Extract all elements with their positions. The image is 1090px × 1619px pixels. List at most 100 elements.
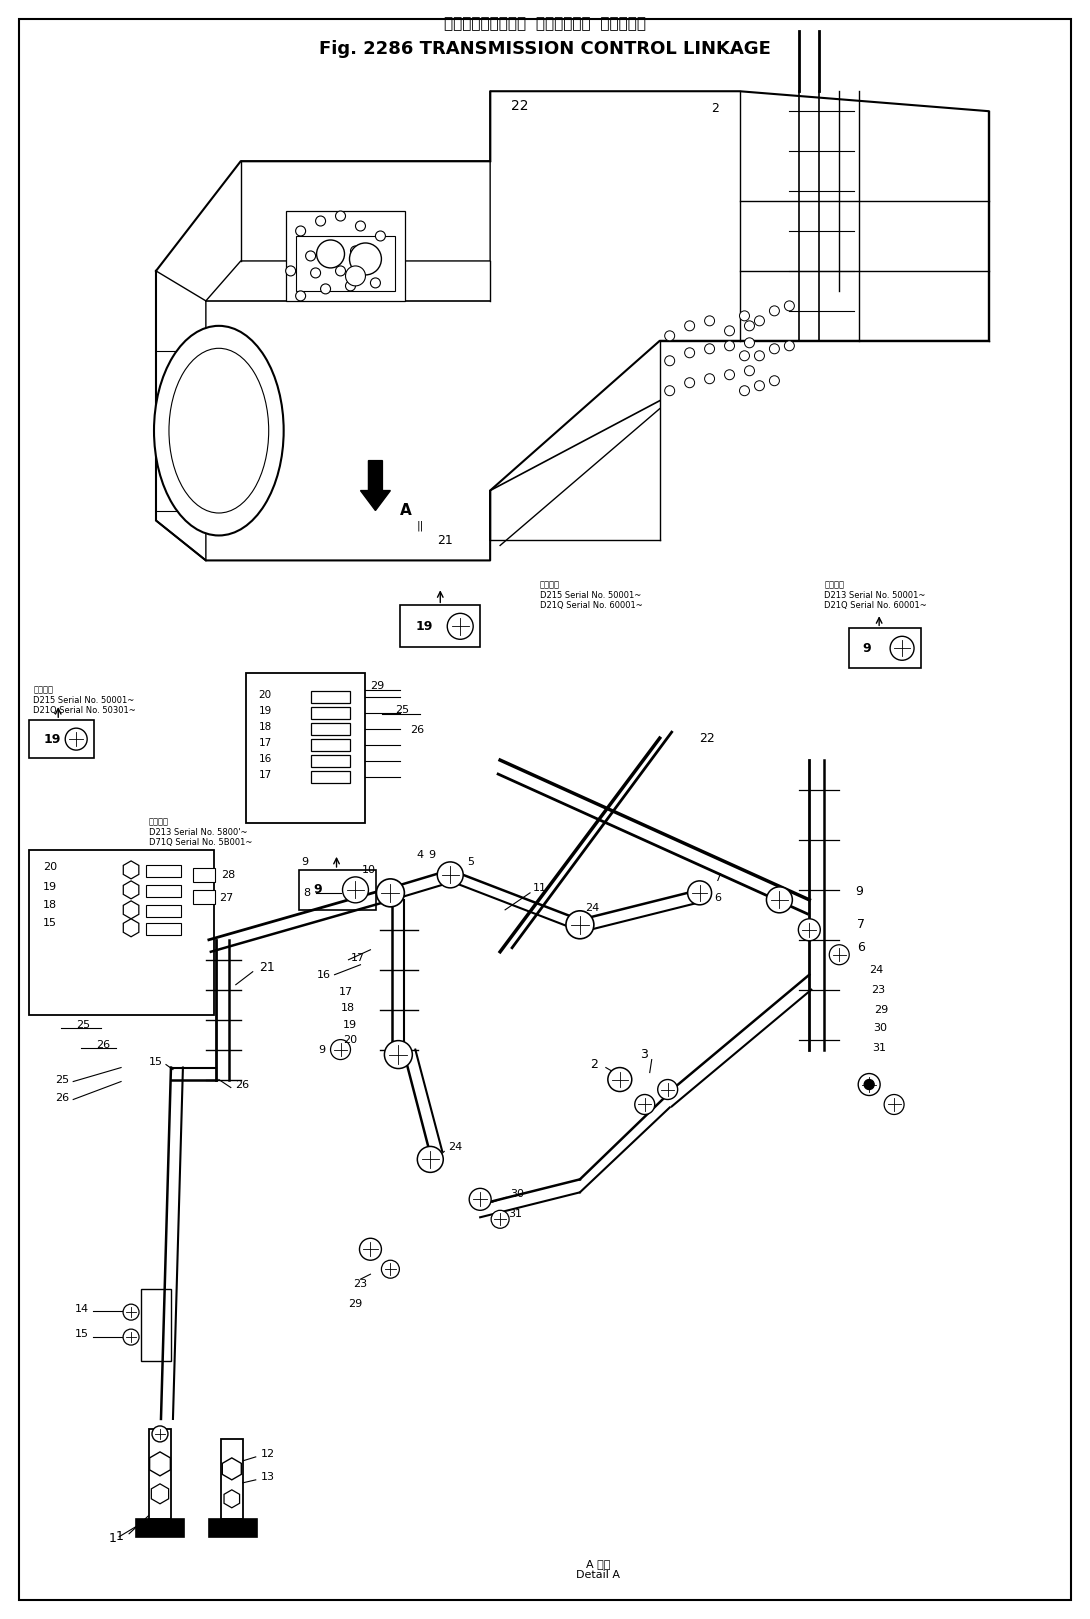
- Text: 19: 19: [44, 882, 58, 892]
- Polygon shape: [152, 1485, 169, 1504]
- Circle shape: [361, 264, 371, 274]
- Text: 1: 1: [108, 1532, 117, 1545]
- Circle shape: [371, 278, 380, 288]
- Bar: [311, 708, 351, 719]
- Text: 18: 18: [340, 1002, 354, 1012]
- Text: 9: 9: [318, 1044, 326, 1054]
- Text: 3: 3: [640, 1047, 647, 1060]
- Text: 14: 14: [75, 1305, 89, 1315]
- Circle shape: [316, 215, 326, 227]
- Bar: [311, 691, 351, 703]
- Polygon shape: [225, 1489, 240, 1507]
- Text: 15: 15: [75, 1329, 89, 1339]
- Text: 29: 29: [874, 1005, 888, 1015]
- Bar: [299, 869, 376, 910]
- Bar: [221, 1439, 243, 1519]
- Bar: [29, 720, 94, 758]
- Polygon shape: [123, 920, 138, 937]
- Text: 12: 12: [261, 1449, 275, 1459]
- Polygon shape: [123, 881, 138, 899]
- Text: 9: 9: [314, 884, 323, 897]
- Text: 29: 29: [371, 682, 385, 691]
- Bar: [149, 1430, 171, 1519]
- Circle shape: [376, 879, 404, 907]
- Circle shape: [785, 342, 795, 351]
- Bar: [146, 905, 181, 916]
- Circle shape: [754, 351, 764, 361]
- Text: 18: 18: [44, 900, 58, 910]
- Text: 19: 19: [415, 620, 433, 633]
- Circle shape: [798, 920, 821, 941]
- Circle shape: [704, 316, 715, 325]
- Circle shape: [704, 374, 715, 384]
- Circle shape: [770, 343, 779, 355]
- Text: 19: 19: [44, 733, 61, 746]
- Circle shape: [123, 1305, 140, 1319]
- Circle shape: [123, 1329, 140, 1345]
- Circle shape: [725, 342, 735, 351]
- Text: 26: 26: [410, 725, 424, 735]
- Circle shape: [447, 614, 473, 640]
- Circle shape: [566, 911, 594, 939]
- Circle shape: [770, 306, 779, 316]
- Circle shape: [346, 266, 365, 287]
- Text: 16: 16: [316, 970, 330, 979]
- Text: 31: 31: [872, 1043, 886, 1052]
- Bar: [295, 236, 396, 291]
- Text: 6: 6: [857, 941, 865, 954]
- Circle shape: [829, 945, 849, 965]
- Circle shape: [375, 232, 386, 241]
- Text: 23: 23: [871, 984, 885, 994]
- Text: 適用年式
D213 Serial No. 5800'~
D71Q Serial No. 5B001~: 適用年式 D213 Serial No. 5800'~ D71Q Serial …: [149, 818, 253, 847]
- Text: 9: 9: [856, 886, 863, 899]
- Circle shape: [725, 369, 735, 380]
- Circle shape: [739, 311, 750, 321]
- Polygon shape: [123, 900, 138, 920]
- Text: 24: 24: [585, 903, 600, 913]
- Text: 9: 9: [862, 641, 871, 654]
- Text: 9: 9: [428, 850, 435, 860]
- Bar: [136, 1519, 184, 1536]
- Circle shape: [685, 377, 694, 387]
- Circle shape: [382, 1260, 399, 1277]
- Circle shape: [305, 251, 316, 261]
- Circle shape: [884, 1094, 904, 1114]
- Bar: [141, 1289, 171, 1362]
- Text: 17: 17: [258, 771, 272, 780]
- Text: 23: 23: [353, 1279, 367, 1289]
- Text: 19: 19: [258, 706, 272, 716]
- Circle shape: [766, 887, 792, 913]
- Ellipse shape: [154, 325, 283, 536]
- Text: 21: 21: [258, 962, 275, 975]
- Text: 26: 26: [234, 1080, 249, 1090]
- Circle shape: [785, 301, 795, 311]
- Circle shape: [320, 283, 330, 295]
- Circle shape: [417, 1146, 444, 1172]
- Circle shape: [754, 316, 764, 325]
- Circle shape: [685, 348, 694, 358]
- Circle shape: [346, 282, 355, 291]
- Circle shape: [385, 1041, 412, 1069]
- Circle shape: [891, 636, 915, 661]
- Text: 19: 19: [342, 1020, 356, 1030]
- Text: 20: 20: [343, 1035, 358, 1044]
- Circle shape: [336, 266, 346, 275]
- Circle shape: [326, 244, 336, 254]
- Circle shape: [665, 356, 675, 366]
- Ellipse shape: [169, 348, 269, 513]
- Circle shape: [492, 1211, 509, 1229]
- Bar: [209, 1519, 257, 1536]
- Bar: [286, 210, 405, 301]
- Circle shape: [286, 266, 295, 275]
- Text: 25: 25: [76, 1020, 90, 1030]
- Text: 20: 20: [44, 861, 58, 873]
- Circle shape: [330, 1039, 351, 1059]
- Text: 21: 21: [437, 534, 453, 547]
- Text: 9: 9: [302, 856, 308, 866]
- Polygon shape: [149, 1452, 170, 1477]
- Text: 適用年式
D213 Serial No. 50001~
D21Q Serial No. 60001~: 適用年式 D213 Serial No. 50001~ D21Q Serial …: [824, 580, 926, 610]
- Bar: [311, 754, 351, 767]
- Circle shape: [665, 385, 675, 395]
- Circle shape: [65, 729, 87, 750]
- Text: 30: 30: [873, 1023, 887, 1033]
